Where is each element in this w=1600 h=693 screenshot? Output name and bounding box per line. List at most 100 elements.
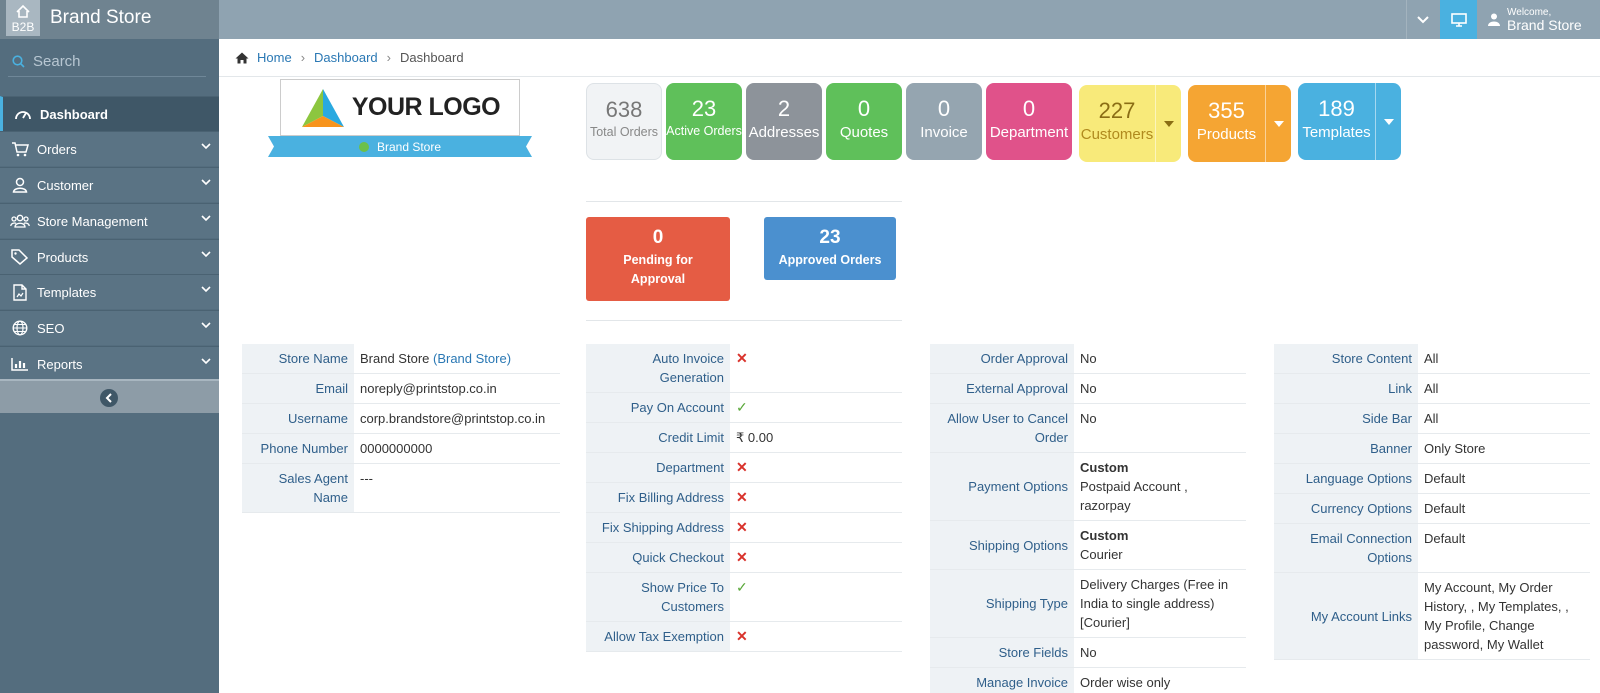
quick-checkout-label: Quick Checkout xyxy=(586,542,730,573)
monitor-icon xyxy=(1450,12,1467,27)
monitor-button[interactable] xyxy=(1440,0,1477,39)
search-input[interactable]: Search xyxy=(8,47,206,77)
tile-label: Addresses xyxy=(748,124,820,141)
table-row: Sales Agent Name --- xyxy=(242,463,560,513)
fix-shipping-label: Fix Shipping Address xyxy=(586,512,730,543)
table-row: Currency Options Default xyxy=(1274,493,1590,524)
chevron-down-icon xyxy=(1416,15,1429,23)
tax-exemption-value: ✕ xyxy=(730,621,902,652)
side-bar-value: All xyxy=(1418,403,1590,434)
user-menu[interactable]: Welcome, Brand Store xyxy=(1478,0,1600,39)
pay-on-account-value: ✓ xyxy=(730,392,902,423)
chevron-down-icon xyxy=(201,322,211,329)
store-content-label: Store Content xyxy=(1274,344,1418,374)
table-row: Shipping Options Custom Courier xyxy=(930,520,1246,570)
payment-options-label: Payment Options xyxy=(930,452,1074,521)
manage-invoice-value: Order wise only xyxy=(1074,667,1246,693)
phone-value: 0000000000 xyxy=(354,433,560,464)
home-icon xyxy=(235,52,249,63)
sidebar-item-reports[interactable]: Reports xyxy=(0,346,219,381)
tile-products[interactable]: 355 Products xyxy=(1188,85,1291,162)
tile-customers[interactable]: 227 Customers xyxy=(1079,85,1181,162)
side-bar-label: Side Bar xyxy=(1274,403,1418,434)
phone-label: Phone Number xyxy=(242,433,354,464)
sidebar-item-seo[interactable]: SEO xyxy=(0,310,219,345)
tile-label: Total Orders xyxy=(589,125,659,139)
dashboard-icon xyxy=(9,107,37,121)
pending-approval-box[interactable]: 0 Pending for Approval xyxy=(586,217,730,301)
cross-icon: ✕ xyxy=(736,549,748,565)
search-icon xyxy=(12,55,25,68)
cross-icon: ✕ xyxy=(736,489,748,505)
sidebar-item-label: Orders xyxy=(37,141,77,157)
tile-total-orders[interactable]: 638 Total Orders xyxy=(586,83,662,160)
department-value: ✕ xyxy=(730,452,902,483)
sidebar-item-dashboard[interactable]: Dashboard xyxy=(0,96,219,131)
currency-options-label: Currency Options xyxy=(1274,493,1418,524)
table-row: Credit Limit ₹ 0.00 xyxy=(586,422,902,453)
collapse-sidebar-button[interactable] xyxy=(100,389,118,407)
store-ribbon xyxy=(268,136,532,157)
table-row: Allow User to Cancel Order No xyxy=(930,403,1246,453)
cancel-order-value: No xyxy=(1074,403,1246,453)
top-dropdown-button[interactable] xyxy=(1406,0,1438,39)
tile-addresses[interactable]: 2 Addresses xyxy=(746,83,822,160)
breadcrumb-home-link[interactable]: Home xyxy=(257,50,292,65)
sidebar-item-label: Store Management xyxy=(37,213,148,229)
cancel-order-label: Allow User to Cancel Order xyxy=(930,403,1074,453)
cross-icon: ✕ xyxy=(736,519,748,535)
tile-department[interactable]: 0 Department xyxy=(986,83,1072,160)
tile-value: 227 xyxy=(1098,98,1136,123)
top-bar: B2B Brand Store Welcome, Brand Store xyxy=(0,0,1600,39)
tile-value: 0 xyxy=(937,96,951,121)
sidebar-item-orders[interactable]: Orders xyxy=(0,131,219,166)
tile-value: 638 xyxy=(605,97,643,122)
tile-templates[interactable]: 189 Templates xyxy=(1298,83,1401,160)
sidebar-item-templates[interactable]: Templates xyxy=(0,274,219,309)
language-options-value: Default xyxy=(1418,463,1590,494)
b2b-label: B2B xyxy=(11,20,35,34)
tile-label: Templates xyxy=(1302,124,1371,141)
table-row: Banner Only Store xyxy=(1274,433,1590,464)
sidebar-item-products[interactable]: Products xyxy=(0,239,219,274)
templates-dropdown-button[interactable] xyxy=(1375,83,1401,160)
pending-count: 0 xyxy=(652,227,664,248)
show-price-label: Show Price To Customers xyxy=(586,572,730,622)
tile-quotes[interactable]: 0 Quotes xyxy=(826,83,902,160)
sidebar-item-store-management[interactable]: Store Management xyxy=(0,203,219,238)
customers-dropdown-button[interactable] xyxy=(1155,85,1181,162)
fix-billing-label: Fix Billing Address xyxy=(586,482,730,513)
chevron-down-icon xyxy=(201,286,211,293)
tile-label: Quotes xyxy=(839,124,889,141)
table-row: Store Name Brand Store (Brand Store) xyxy=(242,344,560,374)
language-options-label: Language Options xyxy=(1274,463,1418,494)
sidebar-item-label: Templates xyxy=(37,284,97,300)
approved-orders-box[interactable]: 23 Approved Orders xyxy=(764,217,896,280)
store-name-link[interactable]: (Brand Store) xyxy=(433,351,512,366)
breadcrumb: Home › Dashboard › Dashboard xyxy=(219,39,1600,77)
tile-active-orders[interactable]: 23 Active Orders xyxy=(666,83,742,160)
link-value: All xyxy=(1418,373,1590,404)
tile-label: Invoice xyxy=(920,124,968,141)
caret-down-icon xyxy=(1273,120,1284,127)
table-row: Link All xyxy=(1274,373,1590,404)
breadcrumb-dashboard-link[interactable]: Dashboard xyxy=(314,50,378,65)
banner-label: Banner xyxy=(1274,433,1418,464)
chevron-down-icon xyxy=(201,215,211,222)
show-price-value: ✓ xyxy=(730,572,902,622)
welcome-text: Welcome, xyxy=(1507,6,1552,18)
products-dropdown-button[interactable] xyxy=(1265,85,1291,162)
fix-shipping-value: ✕ xyxy=(730,512,902,543)
home-button[interactable]: B2B xyxy=(6,0,40,36)
logo-triangle-icon xyxy=(301,88,344,127)
tile-value: 0 xyxy=(857,96,871,121)
shipping-type-label: Shipping Type xyxy=(930,569,1074,638)
sidebar-collapse-bar xyxy=(0,379,219,413)
tile-value: 2 xyxy=(777,96,791,121)
sidebar-item-customer[interactable]: Customer xyxy=(0,167,219,202)
tile-invoice[interactable]: 0 Invoice xyxy=(906,83,982,160)
sidebar-item-label: Dashboard xyxy=(40,106,108,122)
bar-chart-icon xyxy=(6,357,34,371)
chevron-down-icon xyxy=(201,358,211,365)
table-row: Payment Options Custom Postpaid Account ,… xyxy=(930,452,1246,521)
